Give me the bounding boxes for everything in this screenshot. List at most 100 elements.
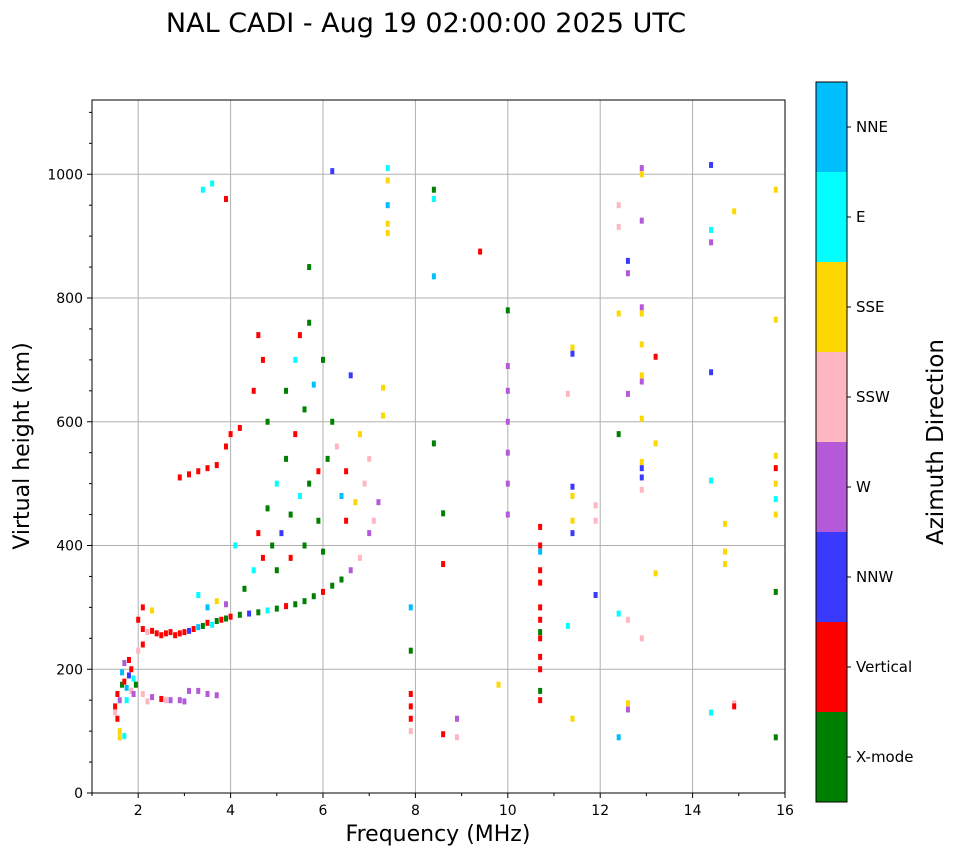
data-point <box>773 186 778 193</box>
data-point <box>256 609 261 616</box>
data-point <box>538 542 543 549</box>
data-point <box>593 592 598 598</box>
data-point <box>196 624 201 631</box>
data-point <box>307 319 312 326</box>
data-point <box>722 548 727 555</box>
data-point <box>136 616 141 623</box>
colorbar: X-mode Vertical NNW W SSW SSE E NNE <box>815 81 913 803</box>
data-point <box>538 579 543 586</box>
data-point <box>709 161 714 168</box>
data-point <box>538 653 543 660</box>
data-point <box>709 477 714 484</box>
data-point <box>639 474 644 481</box>
data-point <box>177 474 182 481</box>
data-point <box>505 307 510 314</box>
data-point <box>129 687 134 694</box>
data-point <box>330 582 335 589</box>
data-point <box>538 604 543 611</box>
data-point <box>385 220 390 227</box>
data-point <box>616 431 621 438</box>
colorbar-segment <box>816 82 847 172</box>
data-point <box>288 554 293 561</box>
data-point <box>616 734 621 741</box>
data-point <box>773 734 778 741</box>
data-point <box>284 387 289 394</box>
data-point <box>353 499 358 506</box>
colorbar-segment <box>816 352 847 442</box>
colorbar-segment <box>816 622 847 712</box>
data-point <box>773 452 778 459</box>
data-point <box>154 630 159 637</box>
data-point <box>297 493 302 499</box>
data-point <box>302 406 307 413</box>
data-point <box>570 344 575 351</box>
data-point <box>722 561 727 568</box>
colorbar-label: Vertical <box>856 658 912 676</box>
data-point <box>256 332 261 339</box>
data-point <box>639 415 644 422</box>
data-point <box>732 700 737 707</box>
data-point <box>454 734 459 741</box>
x-axis-label: Frequency (MHz) <box>346 822 531 847</box>
data-point <box>279 530 284 537</box>
data-point <box>124 684 129 691</box>
data-point <box>339 576 344 583</box>
data-point <box>131 691 136 697</box>
data-point <box>274 480 279 487</box>
data-point <box>570 715 575 722</box>
data-point <box>538 616 543 623</box>
data-point <box>639 458 644 465</box>
data-point <box>773 480 778 487</box>
data-point <box>357 431 362 438</box>
data-point <box>570 493 575 499</box>
data-point <box>773 465 778 472</box>
data-point <box>505 387 510 394</box>
data-point <box>505 418 510 425</box>
data-point <box>293 356 298 363</box>
data-point <box>441 731 446 738</box>
data-point <box>385 230 390 237</box>
data-point <box>210 621 215 628</box>
data-point <box>214 598 219 605</box>
data-point <box>441 561 446 568</box>
data-point <box>133 681 138 688</box>
data-point <box>205 619 210 626</box>
data-point <box>431 186 436 193</box>
data-point <box>625 700 630 707</box>
data-point <box>538 697 543 704</box>
colorbar-frame <box>815 81 848 803</box>
data-point <box>223 196 228 202</box>
data-point <box>223 443 228 450</box>
data-point <box>496 681 501 688</box>
data-point <box>639 171 644 178</box>
data-point <box>653 570 658 577</box>
data-point <box>168 629 173 636</box>
data-point <box>182 698 187 705</box>
colorbar-label: E <box>856 208 865 226</box>
colorbar-label: SSE <box>856 298 885 316</box>
data-point <box>150 694 155 701</box>
data-point <box>200 622 205 629</box>
data-point <box>616 610 621 617</box>
data-point <box>214 462 219 469</box>
x-tick-label: 6 <box>319 803 328 819</box>
y-axis-ticks: 0 200 400 600 800 1000 <box>47 111 92 802</box>
data-point <box>228 613 233 620</box>
data-point <box>570 530 575 537</box>
data-point <box>381 412 386 419</box>
data-point <box>293 431 298 438</box>
data-point <box>709 239 714 246</box>
data-point <box>187 687 192 694</box>
data-point <box>120 669 125 676</box>
data-point <box>709 226 714 233</box>
data-point <box>122 678 127 685</box>
data-point <box>260 554 265 561</box>
data-point <box>145 629 150 636</box>
data-point <box>256 530 261 537</box>
data-point <box>505 480 510 487</box>
data-point <box>441 510 446 517</box>
data-point <box>732 208 737 215</box>
data-point <box>565 390 570 397</box>
data-point <box>639 165 644 172</box>
y-tick-label: 200 <box>56 662 83 678</box>
